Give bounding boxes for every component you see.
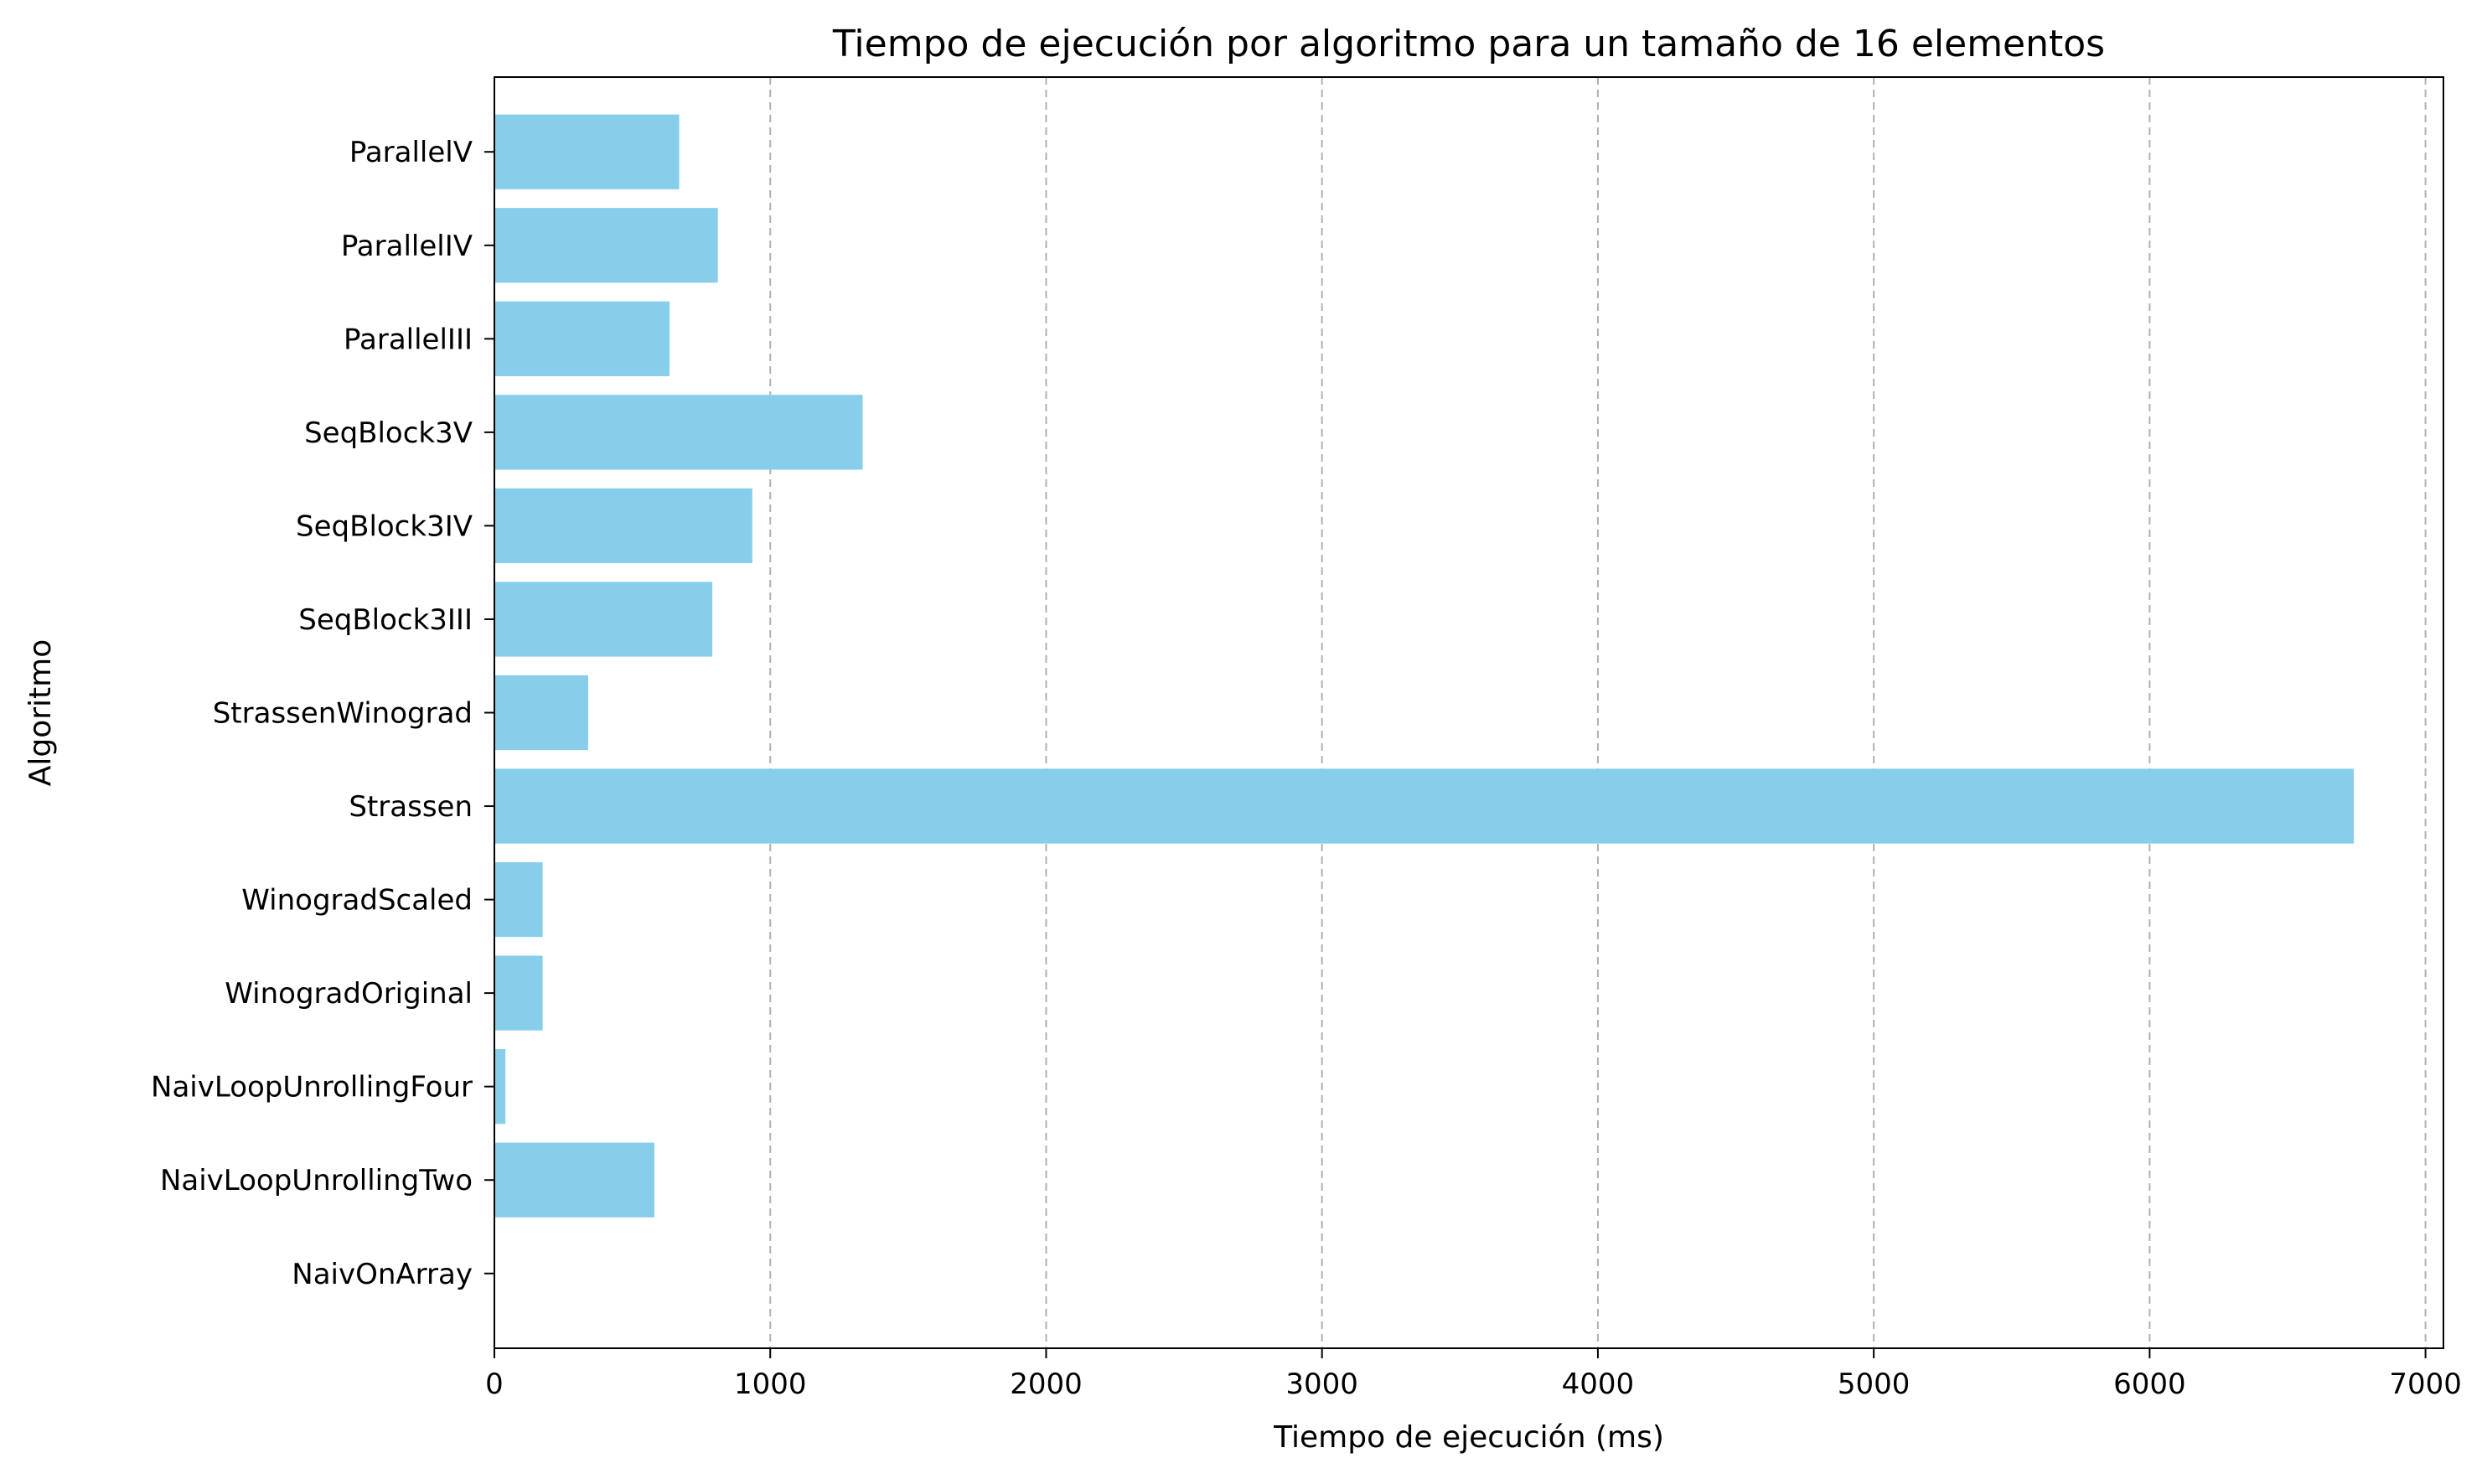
y-tick-label: NaivOnArray <box>292 1258 473 1291</box>
y-tick-label: SeqBlock3V <box>304 416 473 450</box>
y-tick-label: StrassenWinograd <box>213 697 473 731</box>
bar <box>494 488 752 564</box>
x-tick-label: 4000 <box>1562 1368 1635 1401</box>
bar-layer <box>494 114 2355 1218</box>
bar <box>494 768 2355 844</box>
bar <box>494 1142 654 1218</box>
x-tick-label: 2000 <box>1010 1368 1083 1401</box>
y-tick-label: ParallelIII <box>344 323 473 356</box>
y-tick-label: WinogradOriginal <box>225 977 473 1011</box>
bar <box>494 301 670 376</box>
bar <box>494 955 543 1031</box>
x-tick-label: 1000 <box>734 1368 807 1401</box>
chart-title: Tiempo de ejecución por algoritmo para u… <box>832 23 2105 65</box>
tick-layer: 0 1000 2000 3000 4000 5000 6000 7000 NaivOnArray… <box>151 136 2462 1401</box>
x-tick-label: 6000 <box>2113 1368 2186 1401</box>
bar <box>494 861 543 938</box>
bar <box>494 208 718 283</box>
x-tick-label: 0 <box>485 1368 504 1401</box>
y-tick-label: ParallelIV <box>341 230 473 263</box>
x-axis-label: Tiempo de ejecución (ms) <box>1273 1420 1664 1455</box>
x-tick-label: 3000 <box>1285 1368 1358 1401</box>
x-tick-label: 5000 <box>1838 1368 1910 1401</box>
y-tick-label: ParallelV <box>349 136 473 169</box>
bar <box>494 395 863 470</box>
y-tick-label: Strassen <box>349 790 473 824</box>
y-tick-label: NaivLoopUnrollingFour <box>151 1071 473 1104</box>
y-tick-label: WinogradScaled <box>241 884 473 918</box>
bar <box>494 675 588 751</box>
y-tick-label: SeqBlock3IV <box>296 509 473 543</box>
bar <box>494 1049 506 1125</box>
y-tick-label: SeqBlock3III <box>298 603 473 637</box>
x-tick-label: 7000 <box>2389 1368 2462 1401</box>
bar <box>494 114 680 189</box>
y-tick-label: NaivLoopUnrollingTwo <box>160 1164 473 1197</box>
bar <box>494 582 713 657</box>
plot-frame <box>494 76 2444 1349</box>
grid-layer <box>769 77 2427 1348</box>
y-axis-label: Algoritmo <box>23 639 58 787</box>
